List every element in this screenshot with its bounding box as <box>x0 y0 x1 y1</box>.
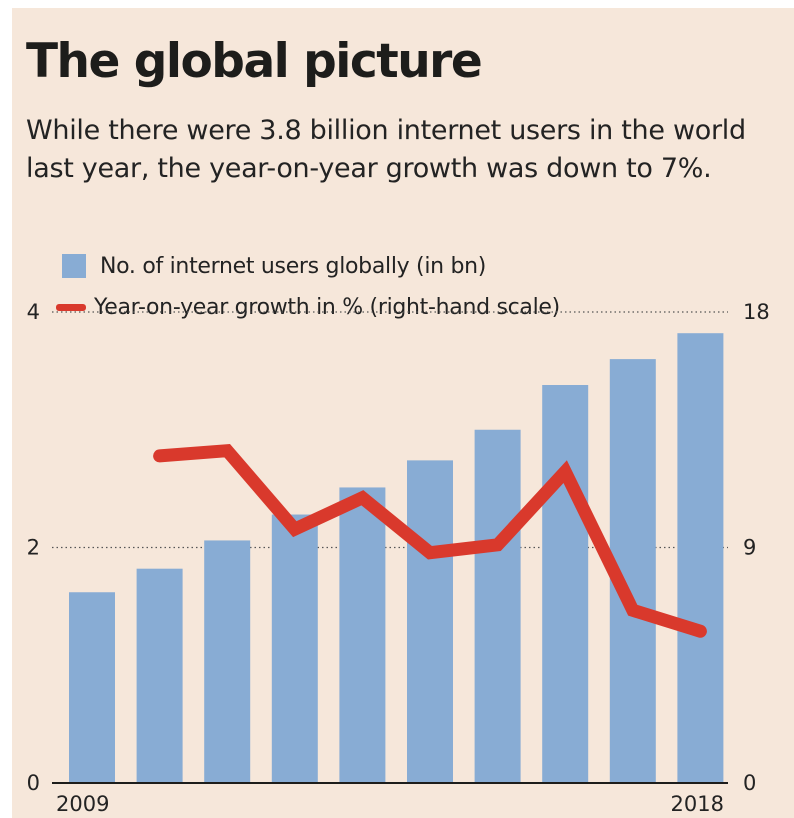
chart-plot: 0 2 4 0 9 18 2009 2018 <box>12 8 794 818</box>
x-tick-label: 2009 <box>56 792 109 816</box>
y-tick-label: 2 <box>27 536 40 560</box>
bar <box>339 487 385 783</box>
bar <box>137 569 183 783</box>
bar <box>542 385 588 783</box>
x-tick-label: 2018 <box>671 792 724 816</box>
y2-tick-label: 18 <box>743 300 770 324</box>
bar <box>204 540 250 783</box>
y-tick-label: 0 <box>27 771 40 795</box>
y2-tick-label: 9 <box>743 536 756 560</box>
bar <box>272 515 318 783</box>
y-tick-label: 4 <box>27 300 40 324</box>
chart-card: The global picture While there were 3.8 … <box>12 8 794 818</box>
bar <box>475 430 521 783</box>
bar <box>69 592 115 783</box>
bar <box>407 460 453 783</box>
bar <box>677 333 723 783</box>
y2-tick-label: 0 <box>743 771 756 795</box>
